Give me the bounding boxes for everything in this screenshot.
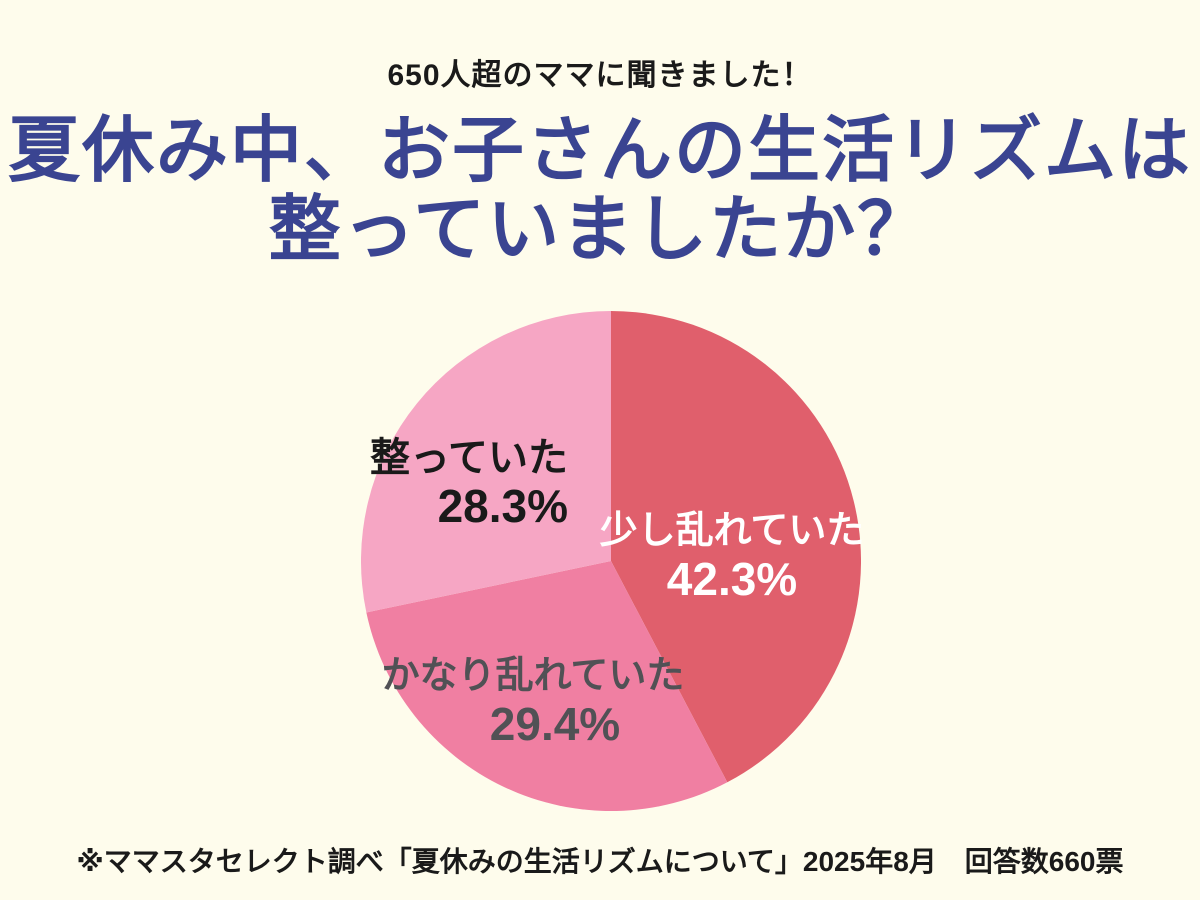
slice-percent-text: 42.3% [666,553,798,605]
slice-percent-text: 28.3% [437,480,568,532]
pie-label-sukoshi-midareteita: 少し乱れていた 42.3% [600,508,865,604]
slice-percent-text: 29.4% [489,698,621,750]
slice-label-text: かなり乱れていた [381,655,685,697]
pie-chart [361,311,861,811]
slice-label-text: 整っていた [370,436,568,480]
pie-slice-2 [361,311,611,613]
pie-slice-0 [611,311,861,783]
pie-label-totonotteita: 整っていた 28.3% [370,435,568,531]
pie-chart-area: 少し乱れていた 42.3% かなり乱れていた 29.4% 整っていた 28.3% [361,311,864,811]
source-note: ※ママスタセレクト調べ「夏休みの生活リズムについて」2025年8月 回答数660… [76,846,1124,877]
page-title-line1: 夏休み中、お子さんの生活リズムは [7,111,1192,191]
survey-lead-text: 650人超のママに聞きました！ [387,59,813,92]
pie-label-kanari-midareteita: かなり乱れていた 29.4% [382,653,685,749]
slice-label-text: 少し乱れていた [599,510,865,552]
page-title: 夏休み中、お子さんの生活リズムは 整っていましたか？ [0,111,1200,271]
page-title-line2: 整っていましたか？ [268,190,932,271]
pie-slice-1 [366,561,728,811]
